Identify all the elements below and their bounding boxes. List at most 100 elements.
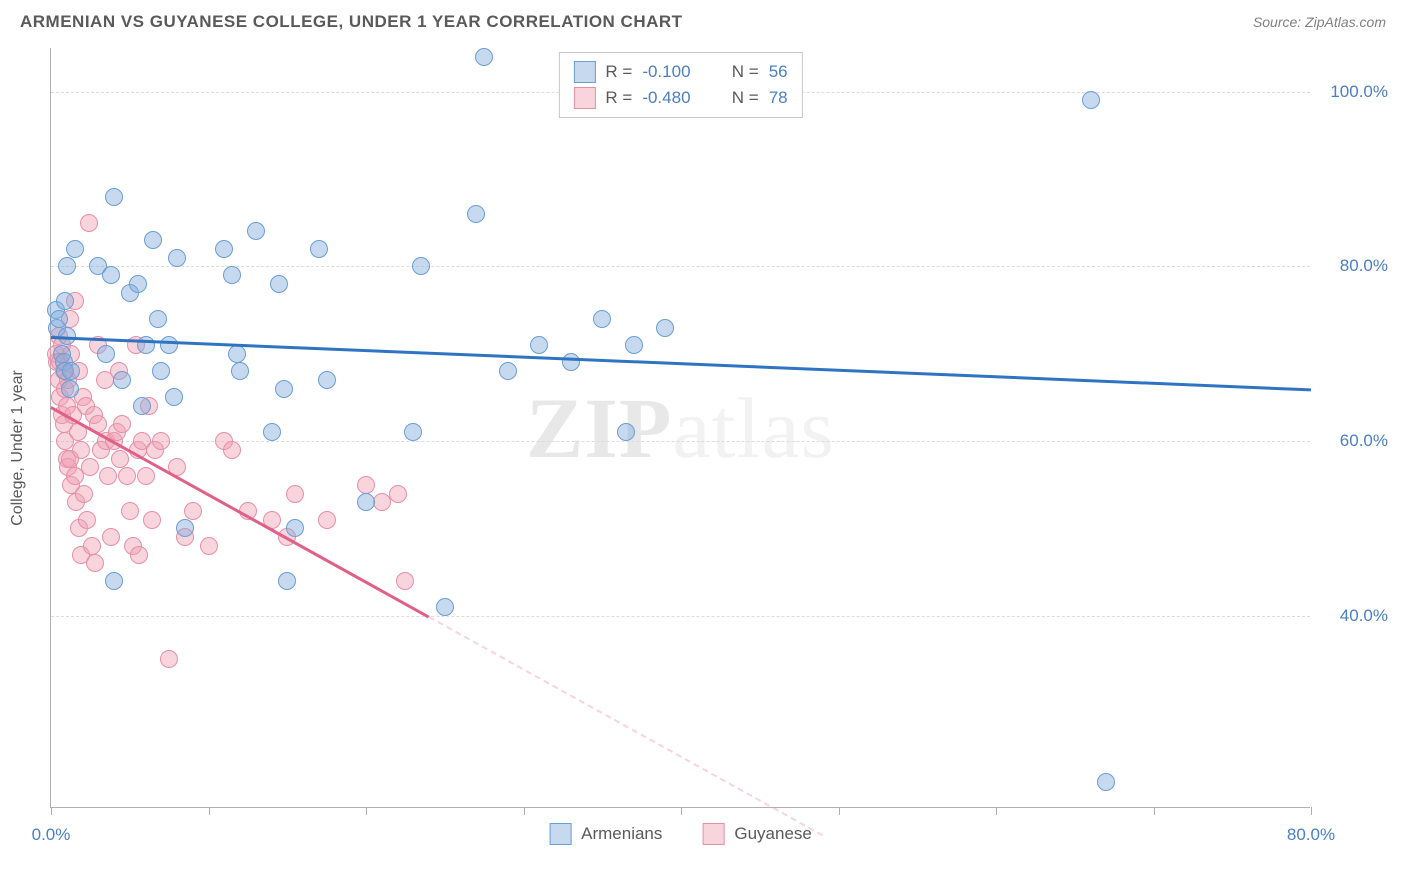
chart-container: College, Under 1 year ZIPatlas 40.0%60.0… xyxy=(50,48,1390,848)
watermark-bold: ZIP xyxy=(526,380,672,476)
r-value: -0.100 xyxy=(642,62,712,82)
r-value: -0.480 xyxy=(642,88,712,108)
gridline xyxy=(51,441,1310,442)
data-point xyxy=(50,310,68,328)
data-point xyxy=(223,441,241,459)
legend-swatch xyxy=(702,823,724,845)
data-point xyxy=(78,511,96,529)
data-point xyxy=(318,371,336,389)
data-point xyxy=(625,336,643,354)
x-tick xyxy=(1154,807,1155,815)
y-tick-label: 40.0% xyxy=(1340,606,1388,626)
data-point xyxy=(617,423,635,441)
data-point xyxy=(130,546,148,564)
data-point xyxy=(129,275,147,293)
data-point xyxy=(530,336,548,354)
gridline xyxy=(51,616,1310,617)
watermark-light: atlas xyxy=(672,380,835,476)
n-value: 56 xyxy=(769,62,788,82)
data-point xyxy=(143,511,161,529)
data-point xyxy=(436,598,454,616)
legend-row: R = -0.480 N = 78 xyxy=(573,85,787,111)
correlation-legend: R = -0.100 N = 56R = -0.480 N = 78 xyxy=(558,52,802,118)
legend-label: Guyanese xyxy=(734,824,812,844)
y-axis-label: College, Under 1 year xyxy=(9,370,27,526)
data-point xyxy=(1082,91,1100,109)
legend-item: Guyanese xyxy=(702,823,812,845)
x-tick xyxy=(366,807,367,815)
data-point xyxy=(160,336,178,354)
data-point xyxy=(184,502,202,520)
data-point xyxy=(168,249,186,267)
data-point xyxy=(121,502,139,520)
data-point xyxy=(61,380,79,398)
data-point xyxy=(105,572,123,590)
data-point xyxy=(62,362,80,380)
n-label: N = xyxy=(722,62,758,82)
source-label: Source: ZipAtlas.com xyxy=(1253,14,1386,30)
legend-row: R = -0.100 N = 56 xyxy=(573,59,787,85)
data-point xyxy=(247,222,265,240)
data-point xyxy=(113,371,131,389)
data-point xyxy=(144,231,162,249)
data-point xyxy=(310,240,328,258)
data-point xyxy=(99,467,117,485)
data-point xyxy=(58,257,76,275)
n-label: N = xyxy=(722,88,758,108)
x-tick xyxy=(1311,807,1312,815)
data-point xyxy=(133,397,151,415)
data-point xyxy=(275,380,293,398)
data-point xyxy=(1097,773,1115,791)
data-point xyxy=(86,554,104,572)
legend-swatch xyxy=(549,823,571,845)
data-point xyxy=(278,572,296,590)
legend-item: Armenians xyxy=(549,823,662,845)
x-tick xyxy=(681,807,682,815)
y-tick-label: 100.0% xyxy=(1330,82,1388,102)
data-point xyxy=(137,467,155,485)
legend-swatch xyxy=(573,87,595,109)
data-point xyxy=(656,319,674,337)
data-point xyxy=(467,205,485,223)
x-tick xyxy=(209,807,210,815)
legend-swatch xyxy=(573,61,595,83)
data-point xyxy=(562,353,580,371)
data-point xyxy=(149,310,167,328)
data-point xyxy=(215,240,233,258)
x-tick-label: 80.0% xyxy=(1287,825,1335,845)
plot-area: ZIPatlas 40.0%60.0%80.0%100.0%0.0%80.0%R… xyxy=(50,48,1310,808)
data-point xyxy=(80,214,98,232)
data-point xyxy=(72,441,90,459)
data-point xyxy=(475,48,493,66)
data-point xyxy=(396,572,414,590)
data-point xyxy=(152,362,170,380)
data-point xyxy=(404,423,422,441)
data-point xyxy=(318,511,336,529)
data-point xyxy=(81,458,99,476)
data-point xyxy=(160,650,178,668)
trend-line-extension xyxy=(429,616,824,836)
data-point xyxy=(118,467,136,485)
x-tick xyxy=(996,807,997,815)
data-point xyxy=(200,537,218,555)
data-point xyxy=(102,266,120,284)
data-point xyxy=(263,423,281,441)
data-point xyxy=(357,493,375,511)
x-tick-label: 0.0% xyxy=(32,825,71,845)
data-point xyxy=(75,485,93,503)
x-tick xyxy=(839,807,840,815)
x-tick xyxy=(51,807,52,815)
data-point xyxy=(66,240,84,258)
data-point xyxy=(270,275,288,293)
chart-header: ARMENIAN VS GUYANESE COLLEGE, UNDER 1 YE… xyxy=(0,0,1406,32)
legend-label: Armenians xyxy=(581,824,662,844)
data-point xyxy=(223,266,241,284)
n-value: 78 xyxy=(769,88,788,108)
data-point xyxy=(389,485,407,503)
data-point xyxy=(357,476,375,494)
data-point xyxy=(176,519,194,537)
chart-title: ARMENIAN VS GUYANESE COLLEGE, UNDER 1 YE… xyxy=(20,12,683,32)
x-tick xyxy=(524,807,525,815)
data-point xyxy=(102,528,120,546)
data-point xyxy=(165,388,183,406)
